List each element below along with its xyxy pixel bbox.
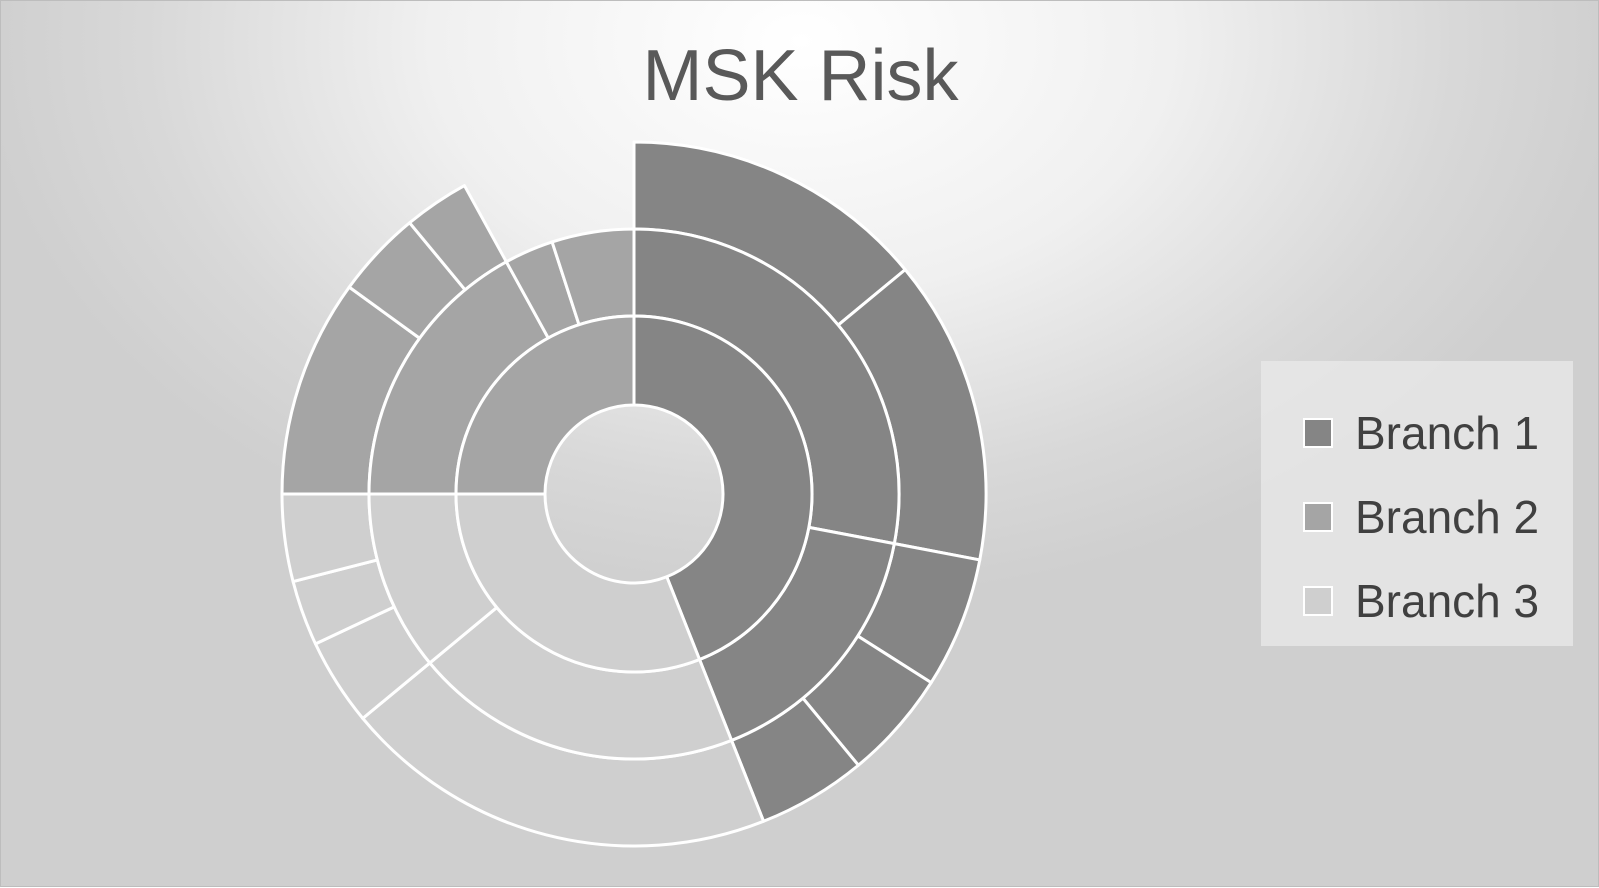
sunburst-segment-b2[interactable] <box>454 492 702 674</box>
legend-label: Branch 2 <box>1355 491 1540 543</box>
legend-label: Branch 1 <box>1355 407 1540 459</box>
legend: Branch 1 Branch 2 Branch 3 <box>1261 361 1573 646</box>
legend-item-branch-1[interactable]: Branch 1 <box>1303 391 1573 475</box>
legend-item-branch-3[interactable]: Branch 3 <box>1303 559 1573 643</box>
legend-swatch <box>1303 418 1333 448</box>
legend-swatch <box>1303 502 1333 532</box>
legend-label: Branch 3 <box>1355 575 1540 627</box>
legend-item-branch-2[interactable]: Branch 2 <box>1303 475 1573 559</box>
sunburst-segment-b1[interactable] <box>632 314 814 661</box>
legend-swatch <box>1303 586 1333 616</box>
chart-title: MSK Risk <box>642 36 959 116</box>
sunburst-segment-b3[interactable] <box>454 314 636 496</box>
